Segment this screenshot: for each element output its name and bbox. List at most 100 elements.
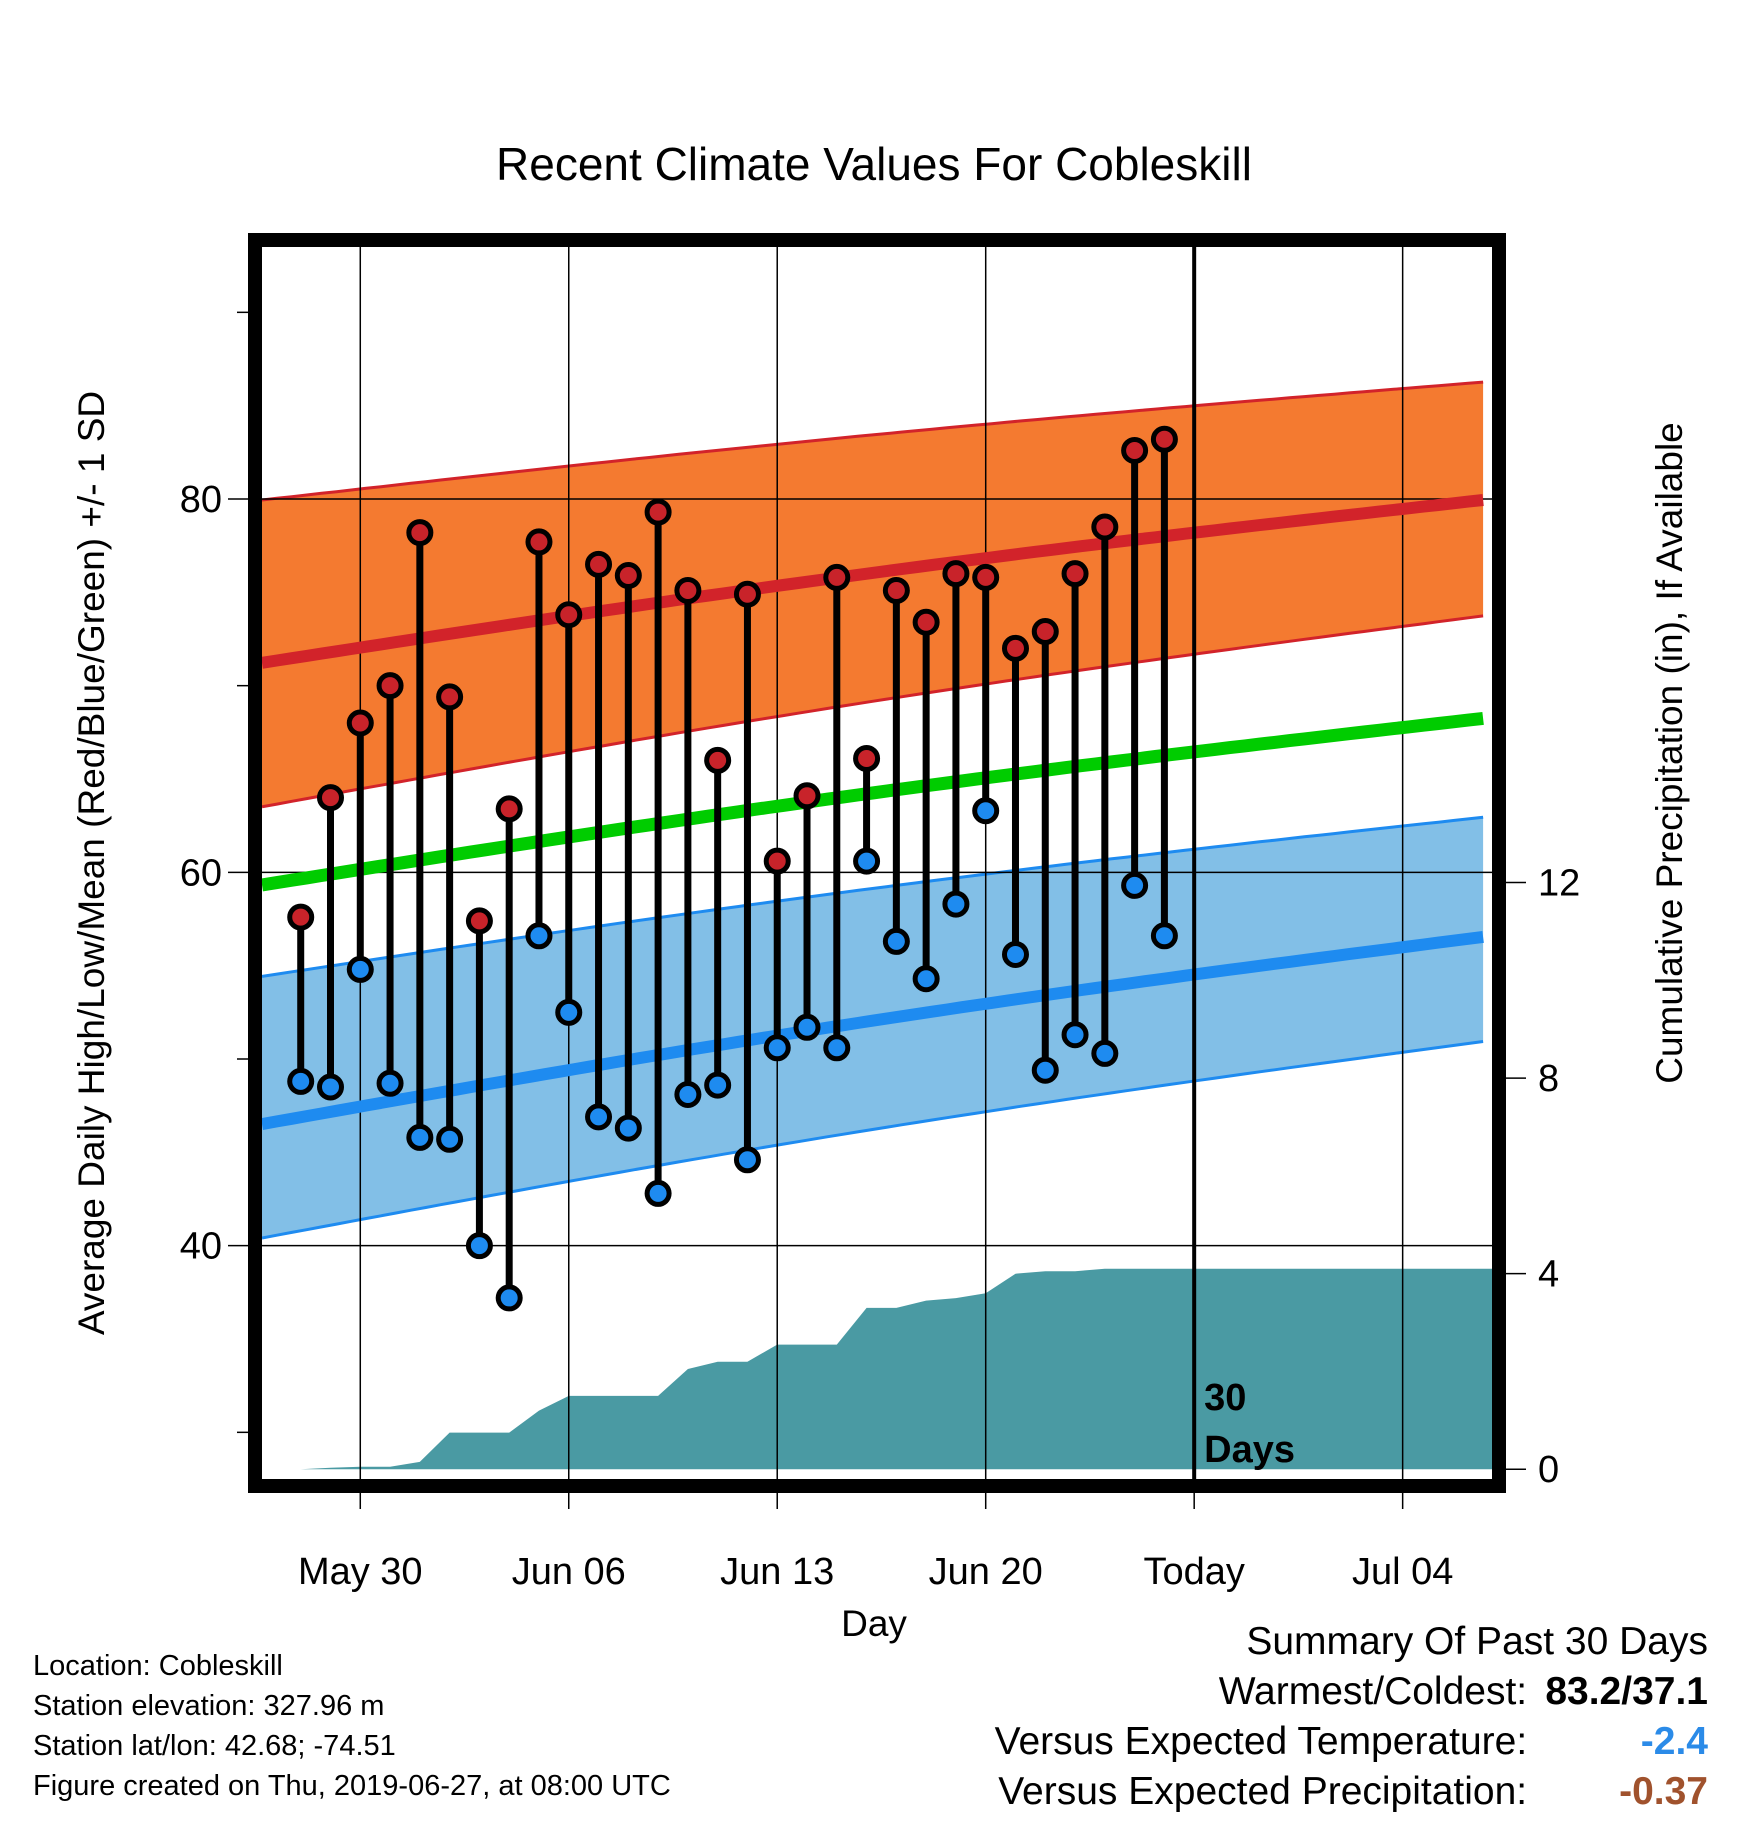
- daily-high-point: [1031, 618, 1059, 646]
- daily-high-point: [287, 903, 315, 931]
- daily-low-point: [1001, 940, 1029, 968]
- y2-tick-label-3: 12: [1538, 863, 1580, 905]
- y2-tick-label-0: 0: [1538, 1449, 1559, 1491]
- daily-high-point: [912, 608, 940, 636]
- daily-low-point: [614, 1114, 642, 1142]
- daily-high-point: [882, 576, 910, 604]
- temp-label: Versus Expected Temperature:: [994, 1720, 1528, 1763]
- x-tick-label-0: May 30: [298, 1551, 423, 1593]
- daily-low-point: [346, 955, 374, 983]
- daily-high-point: [823, 563, 851, 591]
- daily-high-point: [346, 709, 374, 737]
- daily-high-point: [1001, 634, 1029, 662]
- daily-high-point: [436, 683, 464, 711]
- daily-high-point: [555, 601, 583, 629]
- daily-low-point: [912, 965, 940, 993]
- daily-high-point: [585, 550, 613, 578]
- daily-high-point: [614, 562, 642, 590]
- daily-low-point: [495, 1284, 523, 1312]
- daily-low-point: [585, 1103, 613, 1131]
- daily-high-point: [853, 744, 881, 772]
- normal-low-band: [262, 817, 1484, 1238]
- daily-low-point: [1061, 1021, 1089, 1049]
- precip-value: -0.37: [1619, 1770, 1708, 1813]
- daily-high-point: [644, 498, 672, 526]
- y2-tick-label-2: 8: [1538, 1058, 1559, 1100]
- summary-warm-cold: Warmest/Coldest: 83.2/37.1: [1219, 1670, 1708, 1714]
- summary-temperature: Versus Expected Temperature: -2.4: [995, 1720, 1708, 1764]
- temp-value: -2.4: [1640, 1720, 1708, 1763]
- y-tick-label-2: 80: [180, 479, 222, 521]
- daily-low-point: [882, 927, 910, 955]
- daily-low-point: [972, 797, 1000, 825]
- y-tick-label-1: 60: [180, 852, 222, 894]
- normal-high-sd-lower-line: [262, 614, 1484, 809]
- daily-low-point: [406, 1123, 434, 1151]
- daily-low-point: [376, 1069, 404, 1097]
- daily-low-point: [853, 847, 881, 875]
- daily-low-point: [1031, 1056, 1059, 1084]
- precip-label: Versus Expected Precipitation:: [998, 1770, 1528, 1813]
- daily-high-point: [376, 672, 404, 700]
- station-info: Location: Cobleskill Station elevation: …: [33, 1646, 671, 1806]
- daily-low-point: [942, 890, 970, 918]
- x-axis-label: Day: [841, 1603, 907, 1644]
- daily-high-point: [495, 795, 523, 823]
- x-tick-label-5: Jul 04: [1352, 1551, 1453, 1593]
- daily-low-point: [1150, 922, 1178, 950]
- elevation-text: Station elevation: 327.96 m: [33, 1690, 385, 1722]
- y-tick-label-0: 40: [180, 1226, 222, 1268]
- daily-low-point: [287, 1067, 315, 1095]
- today-label-1: Days: [1204, 1429, 1295, 1471]
- today-label-0: 30: [1204, 1377, 1246, 1419]
- plot-frame: [248, 233, 1506, 1493]
- summary-precipitation: Versus Expected Precipitation: -0.37: [998, 1770, 1708, 1814]
- daily-low-point: [436, 1125, 464, 1153]
- daily-high-point: [1150, 425, 1178, 453]
- normal-mean-line: [262, 711, 1484, 892]
- daily-high-point: [316, 784, 344, 812]
- daily-high-point: [525, 528, 553, 556]
- daily-high-point: [1121, 436, 1149, 464]
- daily-low-point: [555, 998, 583, 1026]
- daily-high-point: [1091, 513, 1119, 541]
- chart-title: Recent Climate Values For Cobleskill: [496, 138, 1252, 190]
- latlon-text: Station lat/lon: 42.68; -74.51: [33, 1730, 396, 1762]
- summary-heading: Summary Of Past 30 Days: [1246, 1620, 1708, 1663]
- cumulative-precip-area: [270, 1268, 1492, 1470]
- x-tick-label-3: Jun 20: [929, 1551, 1043, 1593]
- daily-low-point: [674, 1080, 702, 1108]
- daily-low-point: [733, 1146, 761, 1174]
- daily-low-point: [793, 1013, 821, 1041]
- y2-tick-label-1: 4: [1538, 1254, 1559, 1296]
- daily-high-point: [406, 519, 434, 547]
- x-tick-label-4: Today: [1143, 1551, 1244, 1593]
- daily-high-point: [972, 563, 1000, 591]
- daily-high-point: [793, 782, 821, 810]
- warm-cold-value: 83.2/37.1: [1545, 1670, 1708, 1713]
- daily-low-point: [1091, 1039, 1119, 1067]
- daily-high-point: [1061, 560, 1089, 588]
- daily-high-point: [465, 907, 493, 935]
- x-tick-label-2: Jun 13: [720, 1551, 834, 1593]
- y-axis-label: Average Daily High/Low/Mean (Red/Blue/Gr…: [71, 391, 112, 1335]
- created-text: Figure created on Thu, 2019-06-27, at 08…: [33, 1770, 671, 1802]
- daily-low-point: [316, 1073, 344, 1101]
- daily-high-point: [674, 576, 702, 604]
- normal-low-sd-lower-line: [262, 1040, 1484, 1240]
- warm-cold-label: Warmest/Coldest:: [1218, 1670, 1528, 1713]
- daily-high-point: [704, 746, 732, 774]
- daily-low-point: [644, 1179, 672, 1207]
- x-tick-label-1: Jun 06: [512, 1551, 626, 1593]
- normal-low-sd-upper-line: [262, 815, 1484, 978]
- plot-area: 30 Days 40 60 80 0 4 8 12 May 30 Jun 06 Jun 13 Jun 2…: [180, 233, 1580, 1593]
- daily-low-point: [763, 1034, 791, 1062]
- normal-high-sd-upper-line: [262, 380, 1484, 502]
- location-text: Location: Cobleskill: [33, 1650, 283, 1682]
- daily-high-point: [942, 560, 970, 588]
- normal-low-line: [262, 930, 1484, 1131]
- daily-low-point: [704, 1071, 732, 1099]
- normal-high-line: [262, 494, 1484, 669]
- y2-axis-label: Cumulative Precipitation (in), If Availa…: [1649, 422, 1690, 1084]
